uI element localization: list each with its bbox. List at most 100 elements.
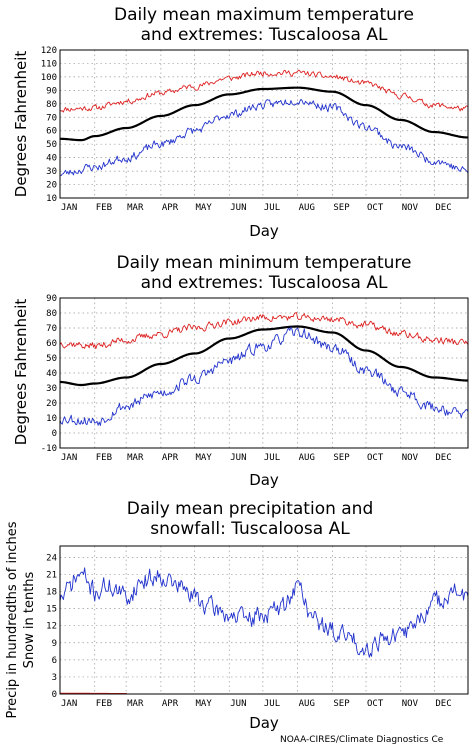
y-axis-title: Degrees Fahrenheit: [12, 299, 30, 446]
series-lines: [59, 312, 469, 426]
gridlines: [60, 298, 468, 448]
y-tick-label: -10: [41, 444, 57, 454]
y-tick-label: 18: [46, 588, 57, 598]
series-line-mean: [59, 86, 469, 142]
gridlines: [60, 50, 468, 198]
x-tick-label: AUG: [299, 203, 315, 213]
x-tick-label: NOV: [402, 453, 419, 463]
x-tick-label: FEB: [96, 203, 112, 213]
series-line-record-low: [59, 326, 469, 426]
x-tick-label: SEP: [333, 453, 350, 463]
x-tick-label: APR: [162, 203, 179, 213]
y-tick-label: 6: [52, 656, 57, 666]
plot-frame: [59, 297, 469, 449]
y-tick-label: 30: [46, 384, 57, 394]
x-tick-label: JUN: [230, 699, 246, 709]
x-axis-title: Day: [249, 222, 279, 240]
y-tick-label: 21: [46, 570, 57, 580]
plot-frame: [59, 49, 469, 199]
y-tick-label: 50: [46, 140, 57, 150]
y-tick-label: 90: [46, 294, 57, 304]
chart-title-line-2: snowfall: Tuscaloosa AL: [150, 519, 350, 539]
x-tick-label: APR: [162, 699, 179, 709]
y-tick-label: 60: [46, 339, 57, 349]
y-tick-label: 15: [46, 605, 57, 615]
y-tick-label: 110: [41, 59, 57, 69]
y-tick-label: 10: [46, 414, 57, 424]
x-tick-label: MAY: [196, 453, 213, 463]
y-axis-title-line-1: Precip in hundredths of inches: [5, 521, 20, 718]
y-tick-label: 24: [46, 553, 57, 563]
y-tick-label: 90: [46, 86, 57, 96]
y-tick-labels: 0 3 6 9 12 15 18 21 24: [46, 553, 57, 700]
x-tick-label: NOV: [402, 699, 419, 709]
x-tick-label: JUL: [264, 699, 280, 709]
y-tick-label: 100: [41, 73, 57, 83]
series-line-record-low: [59, 567, 469, 658]
y-tick-label: 80: [46, 100, 57, 110]
series-line-record-high: [59, 69, 469, 113]
y-tick-label: 70: [46, 324, 57, 334]
x-tick-label: OCT: [367, 699, 384, 709]
x-tick-label: MAR: [127, 699, 144, 709]
series-lines: [59, 567, 469, 695]
y-tick-label: 120: [41, 46, 57, 56]
x-tick-label: SEP: [333, 699, 350, 709]
x-tick-label: MAY: [196, 203, 213, 213]
y-tick-label: 30: [46, 167, 57, 177]
chart-title-line-2: and extremes: Tuscaloosa AL: [141, 25, 388, 45]
y-tick-label: 20: [46, 181, 57, 191]
chart-title-line-1: Daily mean maximum temperature: [114, 5, 414, 25]
x-tick-label: APR: [162, 453, 179, 463]
x-tick-label: NOV: [402, 203, 419, 213]
chart-title-line-1: Daily mean precipitation and: [127, 499, 374, 519]
chart-title-line-2: and extremes: Tuscaloosa AL: [141, 273, 388, 293]
x-tick-label: JUN: [230, 203, 246, 213]
x-tick-labels: JAN FEB MAR APR MAY JUN JUL AUG SEP OCT NOV DEC: [61, 203, 452, 213]
x-tick-labels: JAN FEB MAR APR MAY JUN JUL AUG SEP OCT NOV DEC: [61, 699, 452, 709]
series-line-mean: [59, 325, 469, 387]
x-tick-label: MAR: [127, 203, 144, 213]
x-tick-label: JAN: [61, 453, 77, 463]
x-tick-label: AUG: [299, 699, 315, 709]
y-tick-label: 0: [52, 429, 57, 439]
y-tick-label: 40: [46, 369, 57, 379]
series-lines: [59, 69, 469, 177]
y-tick-label: 50: [46, 354, 57, 364]
x-tick-labels: JAN FEB MAR APR MAY JUN JUL AUG SEP OCT NOV DEC: [61, 453, 452, 463]
x-tick-label: JUN: [230, 453, 246, 463]
y-tick-label: 80: [46, 309, 57, 319]
chart-title-line-1: Daily mean minimum temperature: [117, 253, 412, 273]
y-tick-label: 10: [46, 194, 57, 204]
credit-text: NOAA-CIRES/Climate Diagnostics Ce: [280, 735, 444, 745]
y-tick-labels: -10 0 10 20 30 40 50 60 70 80 90: [41, 294, 57, 454]
x-axis-title: Day: [249, 714, 279, 732]
x-tick-label: DEC: [435, 699, 451, 709]
gridlines: [60, 546, 468, 694]
y-tick-label: 12: [46, 622, 57, 632]
x-tick-label: FEB: [96, 453, 112, 463]
x-tick-label: DEC: [435, 203, 451, 213]
series-line-record-low: [59, 98, 469, 177]
x-tick-label: AUG: [299, 453, 315, 463]
precipitation-chart: Daily mean precipitation and snowfall: T…: [5, 499, 469, 732]
series-line-record-high: [59, 312, 469, 350]
y-tick-label: 0: [52, 690, 57, 700]
y-tick-label: 9: [52, 639, 57, 649]
x-tick-label: JUL: [264, 453, 280, 463]
y-tick-label: 60: [46, 127, 57, 137]
plot-frame: [59, 545, 469, 695]
x-tick-label: MAR: [127, 453, 144, 463]
y-tick-labels: 10 20 30 40 50 60 70 80 90 100 110 120: [41, 46, 57, 204]
y-tick-label: 20: [46, 399, 57, 409]
y-tick-label: 40: [46, 154, 57, 164]
min-temperature-chart: Daily mean minimum temperature and extre…: [12, 253, 469, 489]
x-axis-title: Day: [249, 471, 279, 489]
y-tick-label: 3: [52, 673, 57, 683]
x-tick-label: OCT: [367, 453, 384, 463]
x-tick-label: OCT: [367, 203, 384, 213]
max-temperature-chart: Daily mean maximum temperature and extre…: [12, 5, 469, 240]
x-tick-label: JUL: [264, 203, 280, 213]
x-tick-label: JAN: [61, 699, 77, 709]
